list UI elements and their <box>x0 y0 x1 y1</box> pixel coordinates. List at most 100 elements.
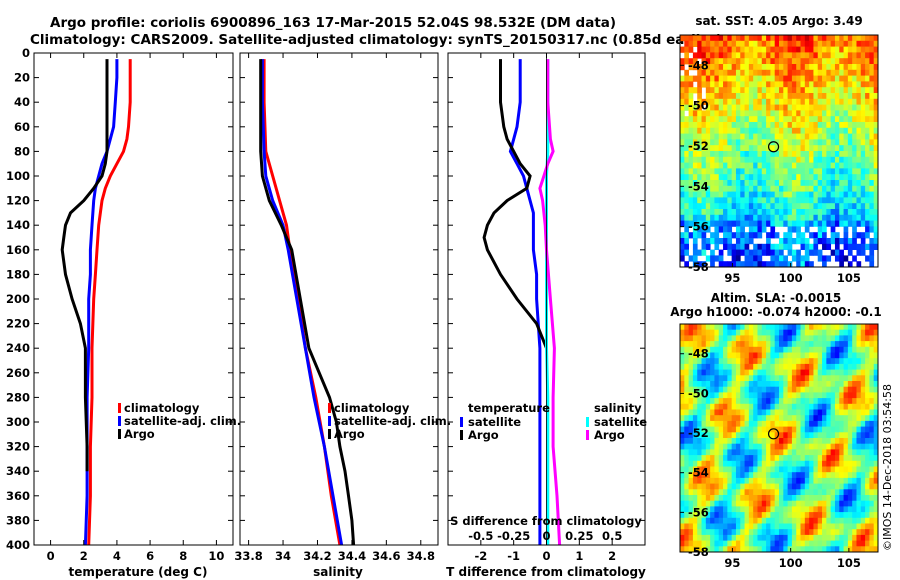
series-argo <box>259 59 356 546</box>
legend-label: satellite-adj. clim. <box>124 414 241 428</box>
s-tick-label: -0.25 <box>497 529 530 543</box>
y-tick-label: 0 <box>22 46 30 60</box>
x-tick-label: 34.8 <box>407 549 435 563</box>
map-y-tick-label: -54 <box>688 466 709 480</box>
sla-map-title-2: Argo h1000: -0.074 h2000: -0.1 <box>670 305 881 319</box>
x-tick-label: 1 <box>575 549 583 563</box>
x-tick-label: 2 <box>80 549 88 563</box>
series-argo <box>60 59 109 472</box>
argo-position-marker <box>767 141 780 153</box>
plot-frame <box>239 52 439 546</box>
legend-swatch <box>460 430 463 440</box>
map-y-tick-label: -58 <box>688 260 709 274</box>
x-tick-label: -1 <box>507 549 520 563</box>
x-tick-label: 34.4 <box>338 549 366 563</box>
legend-swatch <box>118 403 121 413</box>
map-y-tick-label: -52 <box>688 139 709 153</box>
map-y-tick-label: -50 <box>688 99 709 113</box>
series-s-argo <box>538 59 562 546</box>
header-line-2: Climatology: CARS2009. Satellite-adjuste… <box>30 32 722 48</box>
y-tick-label: 360 <box>6 489 30 503</box>
y-tick-label: 120 <box>6 194 30 208</box>
map-x-tick-label: 105 <box>837 271 861 285</box>
x-tick-label: 34.6 <box>372 549 400 563</box>
map-frame <box>679 323 879 553</box>
map-y-tick-label: -48 <box>688 58 709 72</box>
y-tick-label: 300 <box>6 415 30 429</box>
y-tick-label: 40 <box>14 95 30 109</box>
series-climatology <box>87 59 132 546</box>
map-x-tick-label: 100 <box>779 556 803 570</box>
y-tick-label: 80 <box>14 144 30 158</box>
map-x-tick-label: 100 <box>779 271 803 285</box>
salinity-xlabel: salinity <box>313 565 363 579</box>
x-tick-label: 10 <box>208 549 224 563</box>
legend-label: climatology <box>124 401 200 415</box>
difference-panel: -2 -1 0 1 2-0.5 -0.25 0 0.25 0.5temperaturesatel… <box>447 52 647 563</box>
legend-swatch <box>328 403 331 413</box>
difference-toplabel: S difference from climatology <box>450 514 642 528</box>
y-tick-label: 260 <box>6 366 30 380</box>
header-line-1: Argo profile: coriolis 6900896_163 17-Ma… <box>50 15 616 31</box>
series-satellite-adj.-clim. <box>83 59 119 546</box>
map-x-tick-label: 105 <box>837 556 861 570</box>
legend-label: satellite <box>468 415 521 429</box>
map-y-tick-label: -56 <box>688 220 709 234</box>
legend-title-salinity: salinity <box>594 401 642 415</box>
s-tick-label: 0.25 <box>565 529 593 543</box>
y-tick-label: 200 <box>6 292 30 306</box>
map-y-tick-label: -58 <box>688 545 709 559</box>
map-frame <box>679 34 879 268</box>
y-tick-label: 140 <box>6 218 30 232</box>
x-tick-label: 33.8 <box>234 549 262 563</box>
legend-swatch <box>460 417 463 427</box>
legend-swatch <box>328 416 331 426</box>
map-y-tick-label: -54 <box>688 179 709 193</box>
map-y-tick-label: -50 <box>688 386 709 400</box>
y-tick-label: 100 <box>6 169 30 183</box>
imos-watermark: ©IMOS 14-Dec-2018 03:54:58 <box>881 384 894 551</box>
x-tick-label: 0 <box>542 549 550 563</box>
sla-map-panel: 95 100 105 -48 -50 -52 -54 -56 -58 <box>679 323 879 570</box>
x-tick-label: 0 <box>47 549 55 563</box>
y-tick-label: 160 <box>6 243 30 257</box>
plot-frame <box>33 52 234 546</box>
y-tick-label: 60 <box>14 120 30 134</box>
sla-map-title-1: Altim. SLA: -0.0015 <box>711 291 842 305</box>
map-y-tick-label: -52 <box>688 426 709 440</box>
legend-swatch <box>118 429 121 439</box>
x-tick-label: 6 <box>146 549 154 563</box>
y-tick-label: 340 <box>6 464 30 478</box>
y-tick-label: 180 <box>6 267 30 281</box>
x-tick-label: 34.2 <box>303 549 331 563</box>
temperature-xlabel: temperature (deg C) <box>69 565 208 579</box>
legend-label: satellite <box>594 415 647 429</box>
map-x-tick-label: 95 <box>724 556 740 570</box>
legend-label: Argo <box>334 427 365 441</box>
temperature-panel: 0204060801001201401601802002202402602803… <box>6 46 241 563</box>
legend-title-temperature: temperature <box>468 401 550 415</box>
y-tick-label: 20 <box>14 71 30 85</box>
sst-map-title: sat. SST: 4.05 Argo: 3.49 <box>695 14 862 28</box>
sst-field <box>680 35 879 268</box>
legend-swatch <box>586 430 589 440</box>
legend-label: Argo <box>124 427 155 441</box>
y-tick-label: 280 <box>6 390 30 404</box>
s-tick-label: 0.5 <box>602 529 622 543</box>
map-y-tick-label: -56 <box>688 505 709 519</box>
argo-position-marker <box>767 428 780 440</box>
series-satellite-adj.-clim. <box>260 59 344 546</box>
y-tick-label: 380 <box>6 513 30 527</box>
x-tick-label: 34 <box>275 549 291 563</box>
y-tick-label: 320 <box>6 440 30 454</box>
x-tick-label: 8 <box>179 549 187 563</box>
legend-swatch <box>118 416 121 426</box>
y-tick-label: 400 <box>6 538 30 552</box>
s-tick-label: 0 <box>542 529 550 543</box>
legend-swatch <box>328 429 331 439</box>
y-tick-label: 220 <box>6 317 30 331</box>
x-tick-label: -2 <box>474 549 487 563</box>
map-y-tick-label: -48 <box>688 347 709 361</box>
salinity-panel: 33.8 34 34.2 34.4 34.6 34.8 climatologysatelli… <box>234 52 451 563</box>
